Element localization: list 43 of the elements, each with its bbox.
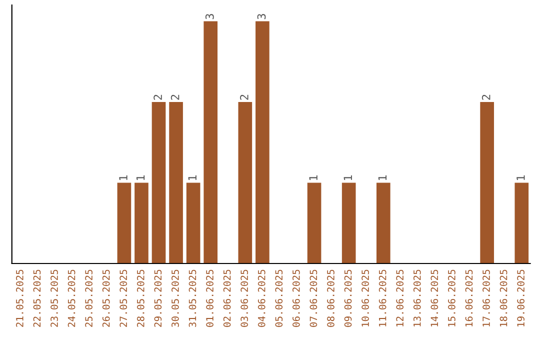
x-tick-label: 26.05.2025 xyxy=(102,270,110,327)
x-tick-label: 02.06.2025 xyxy=(223,270,231,327)
x-tick-label: 01.06.2025 xyxy=(206,270,214,327)
data-label: 1 xyxy=(344,175,352,180)
x-tick-label: 25.05.2025 xyxy=(85,270,92,327)
x-tick-label: 13.06.2025 xyxy=(413,270,421,326)
data-label: 1 xyxy=(309,175,318,180)
x-tick-label: 07.06.2025 xyxy=(310,270,318,327)
x-tick-label: 15.06.2025 xyxy=(448,270,456,326)
data-label: 1 xyxy=(516,175,525,180)
x-tick-label: 10.06.2025 xyxy=(362,270,369,326)
data-label: 1 xyxy=(136,175,145,180)
x-tick-label: 29.05.2025 xyxy=(154,270,162,327)
data-label: 2 xyxy=(482,94,490,100)
x-tick-label: 30.05.2025 xyxy=(172,270,179,327)
data-label: 1 xyxy=(378,175,386,180)
x-tick-label: 04.06.2025 xyxy=(258,270,266,327)
x-tick-label: 28.05.2025 xyxy=(136,270,144,327)
x-tick-label: 24.05.2025 xyxy=(68,270,76,327)
x-tick-label: 08.06.2025 xyxy=(327,270,334,327)
x-tick-label: 23.05.2025 xyxy=(50,270,58,327)
x-tick-label: 21.05.2025 xyxy=(16,270,24,327)
x-tick-label: 09.06.2025 xyxy=(344,270,352,327)
x-tick-label: 19.06.2025 xyxy=(517,270,524,326)
data-label: 3 xyxy=(257,14,266,20)
x-tick-label: 31.05.2025 xyxy=(188,270,196,327)
x-tick-label: 17.06.2025 xyxy=(482,270,490,326)
x-tick-label: 11.06.2025 xyxy=(378,270,386,326)
x-tick-label: 03.06.2025 xyxy=(240,270,248,327)
data-label: 1 xyxy=(119,175,128,180)
x-tick-label: 06.06.2025 xyxy=(292,270,300,327)
x-tick-label: 12.06.2025 xyxy=(396,270,404,326)
x-tick-label: 14.06.2025 xyxy=(430,270,438,326)
data-label: 1 xyxy=(188,175,196,180)
x-tick-label: 27.05.2025 xyxy=(120,270,128,327)
data-label: 2 xyxy=(240,94,248,100)
data-label: 2 xyxy=(170,94,180,100)
data-label: 2 xyxy=(154,94,162,100)
data-label: 3 xyxy=(205,14,214,20)
x-tick-label: 16.06.2025 xyxy=(465,270,473,326)
x-tick-label: 22.05.2025 xyxy=(33,270,41,327)
x-tick-label: 05.06.2025 xyxy=(275,270,283,327)
x-tick-label: 18.06.2025 xyxy=(500,270,508,326)
